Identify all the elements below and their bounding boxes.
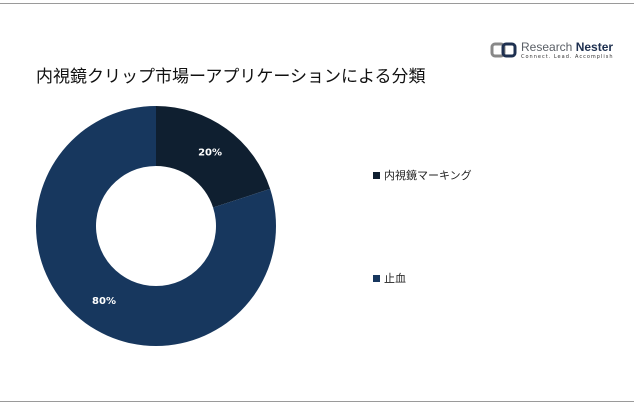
donut-slice-0 — [156, 106, 271, 208]
legend-label: 止血 — [384, 272, 406, 285]
legend-swatch — [373, 274, 380, 282]
legend-swatch — [373, 171, 380, 179]
legend-item-0: 内視鏡マーキング — [373, 167, 472, 183]
donut-slice-1 — [35, 106, 277, 346]
data-label-1: 80% — [92, 296, 116, 307]
research-nester-logo: Research Nester Connect. Lead. Accomplis… — [490, 40, 614, 60]
logo-tagline: Connect. Lead. Accomplish — [521, 54, 614, 60]
legend-label: 内視鏡マーキング — [384, 169, 472, 182]
legend-item-1: 止血 — [373, 270, 406, 286]
logo-name-2: Nester — [575, 40, 614, 54]
data-label-0: 20% — [198, 148, 222, 159]
logo-icon — [490, 42, 517, 58]
top-rule — [0, 3, 634, 4]
logo-name-1: Research — [521, 40, 573, 54]
bottom-rule — [0, 401, 634, 402]
chart-title: 内視鏡クリップ市場ーアプリケーションによる分類 — [36, 67, 426, 87]
